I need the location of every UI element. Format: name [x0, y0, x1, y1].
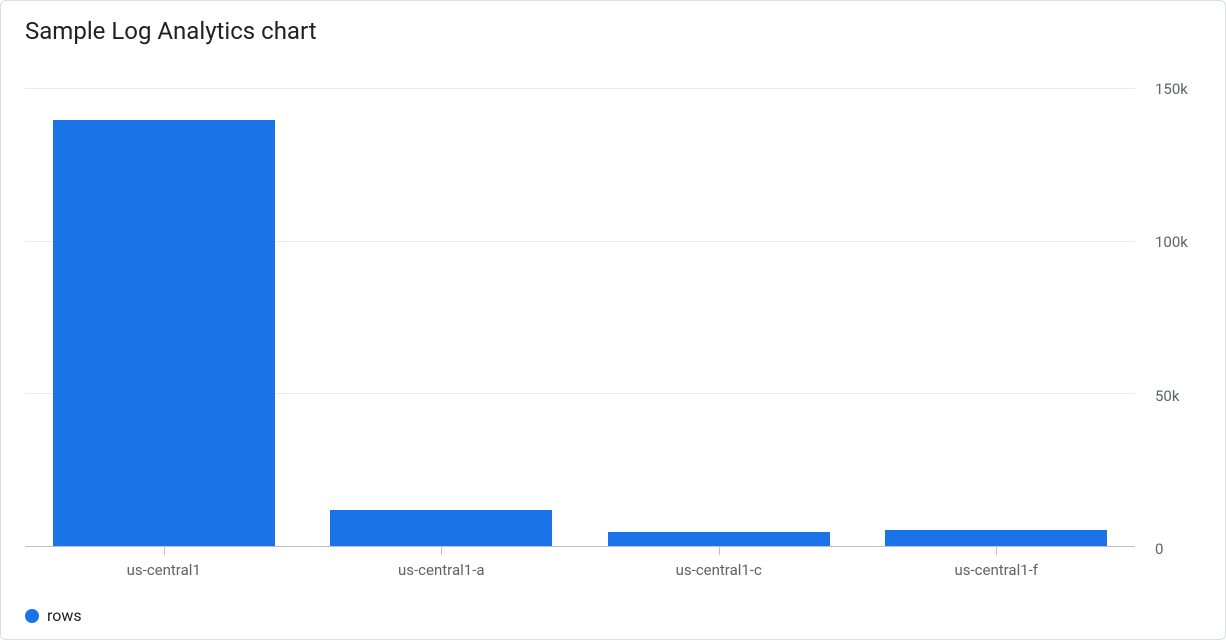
x-tick-label: us-central1-f [954, 561, 1038, 579]
legend-label-rows: rows [47, 606, 82, 625]
x-tick-label: us-central1 [127, 561, 201, 579]
bar-slot: us-central1 [25, 89, 303, 547]
bar-slot: us-central1-c [580, 89, 858, 547]
x-tick [996, 547, 997, 555]
chart-title: Sample Log Analytics chart [1, 1, 1225, 55]
x-tick [441, 547, 442, 555]
bar-slot: us-central1-f [858, 89, 1136, 547]
bar [330, 510, 552, 547]
legend: rows [25, 606, 82, 625]
chart-plot-area: us-central1us-central1-aus-central1-cus-… [25, 89, 1135, 547]
bar [53, 120, 275, 547]
y-tick-label: 0 [1155, 540, 1225, 558]
y-tick-label: 100k [1155, 233, 1225, 251]
x-tick [164, 547, 165, 555]
y-tick-label: 150k [1155, 80, 1225, 98]
x-axis-baseline [25, 546, 1135, 547]
bar [608, 532, 830, 547]
y-tick-label: 50k [1155, 387, 1225, 405]
chart-card: Sample Log Analytics chart us-central1us… [0, 0, 1226, 640]
bar-slot: us-central1-a [303, 89, 581, 547]
x-tick-label: us-central1-a [398, 561, 484, 579]
bar [885, 530, 1107, 547]
x-tick [719, 547, 720, 555]
x-tick-label: us-central1-c [676, 561, 762, 579]
bars-container: us-central1us-central1-aus-central1-cus-… [25, 89, 1135, 547]
legend-swatch-rows [25, 609, 39, 623]
